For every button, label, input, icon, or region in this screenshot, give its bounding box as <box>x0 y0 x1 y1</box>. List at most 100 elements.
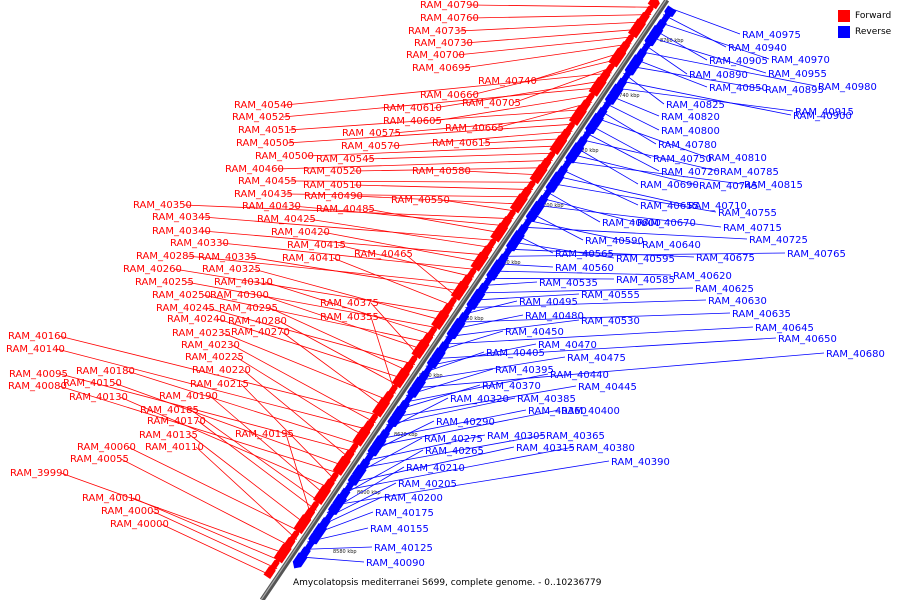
reverse-gene-label: RAM_40440 <box>550 370 609 381</box>
reverse-gene-leader <box>302 546 373 550</box>
forward-gene-label: RAM_40505 <box>236 138 295 149</box>
reverse-gene-label: RAM_40315 <box>516 443 575 454</box>
forward-gene-label: RAM_40705 <box>462 98 521 109</box>
forward-gene-leader <box>185 281 440 329</box>
forward-gene-label: RAM_40355 <box>320 312 379 323</box>
reverse-gene-label: RAM_40955 <box>768 69 827 80</box>
reverse-gene-leader <box>326 466 405 514</box>
reverse-gene-label: RAM_40900 <box>793 111 852 122</box>
reverse-gene-label: RAM_40585 <box>616 275 675 286</box>
reverse-gene-glyph <box>332 493 347 510</box>
reverse-gene-label: RAM_40600 <box>602 218 661 229</box>
forward-gene-glyph <box>372 406 385 418</box>
forward-gene-label: RAM_40325 <box>202 264 261 275</box>
reverse-gene-glyph <box>604 93 618 105</box>
reverse-gene-label: RAM_40655 <box>640 201 699 212</box>
axis-tick-label: 8740 kbp <box>616 93 640 99</box>
forward-gene-label: RAM_39990 <box>10 468 69 479</box>
forward-gene-label: RAM_40695 <box>412 63 471 74</box>
forward-gene-leader <box>288 180 538 183</box>
reverse-gene-label: RAM_40915 <box>795 107 854 118</box>
forward-gene-label: RAM_40300 <box>210 290 269 301</box>
forward-gene-glyph <box>470 260 483 272</box>
forward-gene-label: RAM_40240 <box>167 314 226 325</box>
forward-gene-leader <box>307 218 494 249</box>
forward-gene-leader <box>332 257 455 307</box>
forward-gene-leader <box>286 123 578 144</box>
forward-gene-leader <box>202 216 499 242</box>
reverse-gene-label: RAM_40535 <box>539 278 598 289</box>
forward-gene-label: RAM_40110 <box>145 442 204 453</box>
forward-gene-leader <box>281 331 386 409</box>
reverse-gene-leader <box>400 373 549 404</box>
axis-tick-label: 8760 kbp <box>660 38 684 44</box>
forward-gene-glyph <box>352 435 365 447</box>
reverse-gene-leader <box>578 138 719 172</box>
reverse-gene-glyph <box>609 83 624 100</box>
forward-gene-leader <box>495 101 593 129</box>
reverse-gene-leader <box>638 50 817 87</box>
forward-gene-leader <box>370 302 421 358</box>
forward-gene-label: RAM_40215 <box>190 379 249 390</box>
reverse-gene-leader <box>361 434 486 462</box>
reverse-gene-label: RAM_40745 <box>699 181 758 192</box>
forward-gene-glyph <box>411 347 424 360</box>
reverse-gene-label: RAM_40810 <box>708 153 767 164</box>
forward-gene-leader <box>370 316 396 394</box>
genome-caption: Amycolatopsis mediterranei S699, complet… <box>293 578 602 588</box>
reverse-gene-label: RAM_40395 <box>495 365 554 376</box>
forward-gene-label: RAM_40005 <box>101 506 160 517</box>
forward-gene-leader <box>512 65 617 104</box>
forward-gene-label: RAM_40580 <box>412 166 471 177</box>
forward-gene-label: RAM_40435 <box>234 189 293 200</box>
reverse-gene-leader <box>465 299 707 309</box>
reverse-gene-label: RAM_40275 <box>424 434 483 445</box>
forward-gene-leader <box>190 409 322 504</box>
reverse-gene-leader <box>648 36 767 74</box>
reverse-gene-label: RAM_40265 <box>425 446 484 457</box>
forward-gene-glyph <box>391 376 404 389</box>
reverse-gene-glyph <box>644 34 657 47</box>
reverse-gene-leader <box>534 204 722 228</box>
reverse-gene-leader <box>539 197 636 223</box>
reverse-gene-leader <box>331 460 610 506</box>
forward-gene-glyph <box>608 56 621 68</box>
reverse-gene-leader <box>613 87 794 112</box>
forward-gene-leader <box>186 255 470 285</box>
reverse-gene-leader <box>524 219 641 245</box>
axis-tick-label: 8700 kbp <box>540 203 564 209</box>
reverse-gene-glyph <box>545 181 558 193</box>
reverse-gene-glyph <box>407 386 420 398</box>
forward-gene-label: RAM_40130 <box>69 392 128 403</box>
forward-gene-leader <box>220 242 479 271</box>
forward-gene-label: RAM_40740 <box>478 76 537 87</box>
forward-gene-leader <box>528 50 627 82</box>
reverse-gene-label: RAM_40450 <box>505 327 564 338</box>
forward-gene-leader <box>353 184 534 190</box>
forward-gene-leader <box>282 87 602 118</box>
forward-gene-label: RAM_40190 <box>159 391 218 402</box>
forward-gene-label: RAM_40730 <box>414 38 473 49</box>
forward-gene-glyph <box>431 318 444 331</box>
forward-gene-label: RAM_40760 <box>420 13 479 24</box>
forward-gene-leader <box>462 170 543 176</box>
forward-gene-leader <box>462 43 632 69</box>
forward-gene-label: RAM_40270 <box>231 327 290 338</box>
reverse-gene-label: RAM_40755 <box>718 208 777 219</box>
forward-gene-leader <box>354 195 524 205</box>
reverse-gene-label: RAM_40800 <box>661 126 720 137</box>
reverse-gene-glyph <box>648 24 664 41</box>
forward-gene-label: RAM_40660 <box>420 90 479 101</box>
forward-gene-label: RAM_40550 <box>391 195 450 206</box>
axis-tick-label: 8720 kbp <box>575 148 599 154</box>
forward-gene-leader <box>113 382 347 468</box>
reverse-gene-glyph <box>530 200 545 217</box>
reverse-gene-label: RAM_40725 <box>749 235 808 246</box>
reverse-gene-label: RAM_40400 <box>561 406 620 417</box>
forward-gene-label: RAM_40310 <box>214 277 273 288</box>
forward-gene-glyph <box>293 522 306 535</box>
forward-gene-label: RAM_40520 <box>303 166 362 177</box>
reverse-gene-leader <box>618 80 792 116</box>
reverse-gene-label: RAM_40670 <box>637 218 696 229</box>
forward-gene-label: RAM_40500 <box>255 151 314 162</box>
